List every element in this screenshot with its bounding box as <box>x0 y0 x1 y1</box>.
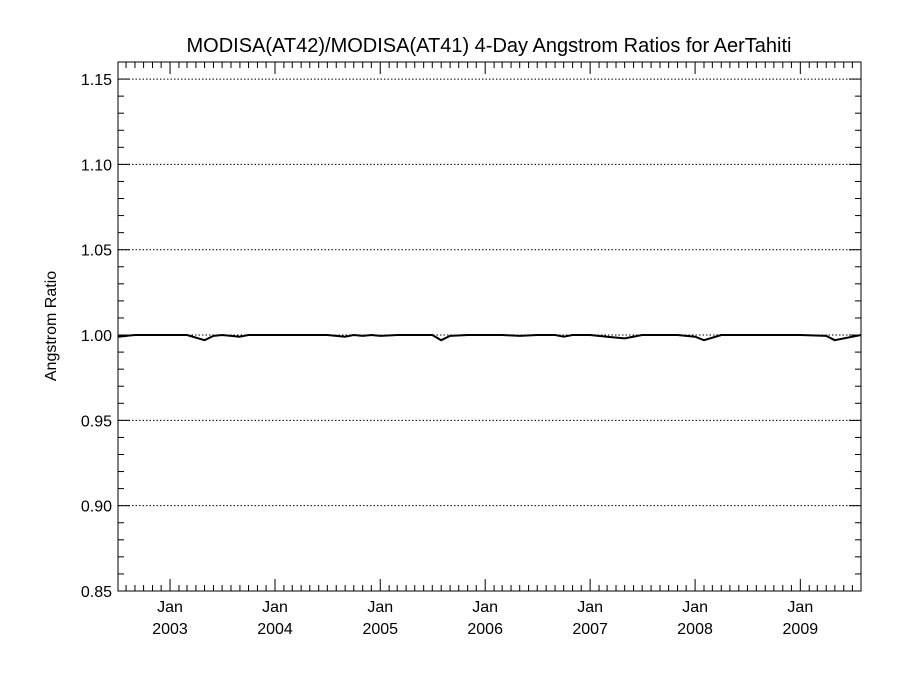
x-tick-month-label: Jan <box>367 599 393 616</box>
y-tick-label: 0.85 <box>81 584 112 601</box>
x-tick-year-label: 2005 <box>362 621 398 638</box>
chart-title: MODISA(AT42)/MODISA(AT41) 4-Day Angstrom… <box>187 35 792 57</box>
x-tick-year-label: 2007 <box>572 621 608 638</box>
x-tick-month-label: Jan <box>682 599 708 616</box>
x-tick-year-label: 2008 <box>677 621 713 638</box>
x-tick-year-label: 2004 <box>257 621 293 638</box>
x-tick-month-label: Jan <box>472 599 498 616</box>
series-layer <box>117 334 862 342</box>
x-tick-year-label: 2006 <box>467 621 503 638</box>
x-tick-month-label: Jan <box>787 599 813 616</box>
x-tick-year-label: 2003 <box>152 621 188 638</box>
plot-frame <box>117 61 862 592</box>
y-tick-labels: 0.85 0.90 0.95 1.00 1.05 1.10 1.15 <box>81 72 112 601</box>
y-tick-label: 1.00 <box>81 328 112 345</box>
gridlines <box>118 78 861 507</box>
x-tick-month-label: Jan <box>157 599 183 616</box>
y-axis-label: Angstrom Ratio <box>43 271 60 381</box>
series-line <box>117 334 862 342</box>
y-tick-label: 1.10 <box>81 157 112 174</box>
x-tick-year-label: 2009 <box>783 621 819 638</box>
x-tick-labels: Jan 2003 Jan 2004 Jan 2005 Jan 2006 Jan 2007 Jan 20… <box>152 599 818 638</box>
y-tick-label: 1.15 <box>81 72 112 89</box>
y-tick-label: 0.90 <box>81 499 112 516</box>
minor-ticks <box>118 61 861 591</box>
y-tick-label: 0.95 <box>81 413 112 430</box>
x-tick-month-label: Jan <box>577 599 603 616</box>
x-tick-month-label: Jan <box>262 599 288 616</box>
y-tick-label: 1.05 <box>81 243 112 260</box>
